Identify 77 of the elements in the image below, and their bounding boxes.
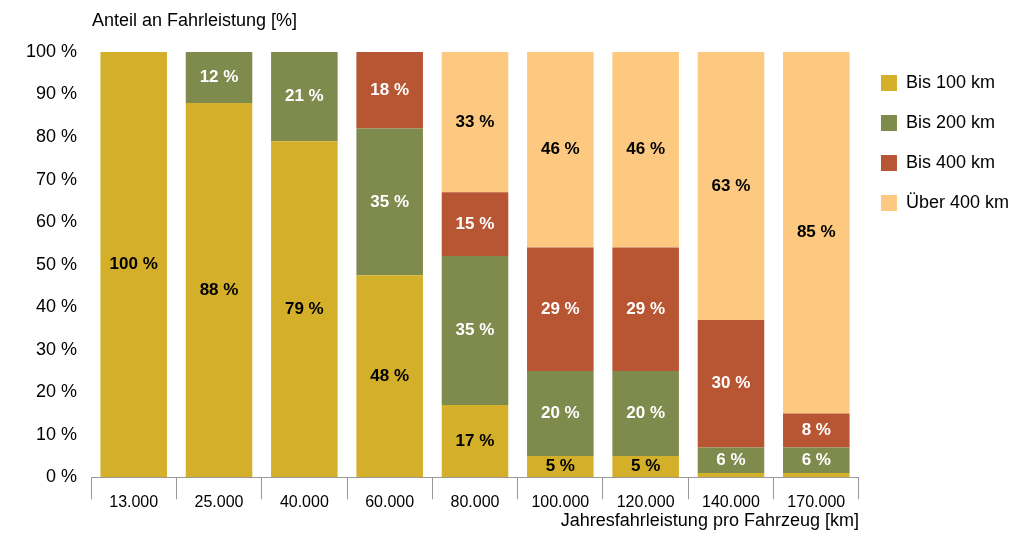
bar [271,141,338,478]
x-tick-label: 60.000 [365,493,415,511]
bar [527,52,594,248]
x-tick-label: 13.000 [109,493,159,511]
data-label: 21 % [284,86,324,106]
data-label: 5 % [631,456,661,476]
legend-label: Bis 200 km [905,111,995,132]
legend-label: Bis 400 km [905,151,995,172]
data-label: 17 % [455,430,495,450]
bar [612,52,679,248]
data-label: 48 % [370,365,410,385]
data-label: 29 % [626,298,666,318]
data-label: 35 % [370,191,410,211]
bar [527,247,594,371]
data-label: 63 % [711,175,751,195]
data-label: 15 % [455,213,495,233]
data-label: 20 % [626,403,666,423]
data-label: 20 % [540,403,580,423]
data-label: 6 % [801,449,831,469]
y-tick-label: 80 % [36,126,78,147]
y-tick-label: 20 % [36,381,78,402]
bar [697,52,765,320]
data-label: 18 % [370,79,410,99]
legend-label: Über 400 km [905,191,1009,212]
y-tick-label: 50 % [36,253,78,274]
bar [185,103,253,478]
data-label: 12 % [199,67,239,87]
y-tick-label: 100 % [25,40,78,61]
y-tick-label: 10 % [36,423,78,444]
bar [441,256,509,405]
bar [441,404,509,478]
bar [356,275,423,478]
x-tick-label: 80.000 [450,493,500,511]
y-tick-label: 40 % [36,296,78,317]
y-tick-label: 70 % [36,168,78,189]
bar [783,447,850,473]
bar [356,52,423,129]
bar [100,52,167,478]
x-tick-label: 120.000 [616,493,675,511]
data-label: 88 % [199,279,239,299]
bar [527,370,594,456]
y-tick-label: 90 % [36,83,78,104]
bar [612,370,679,456]
data-label: 35 % [455,320,495,340]
bar [271,52,338,142]
data-label: 5 % [545,456,575,476]
bar [783,413,850,448]
legend-label: Bis 100 km [905,71,995,92]
data-label: 46 % [540,139,580,159]
data-label: 100 % [109,254,158,274]
x-tick-label: 100.000 [531,493,590,511]
x-axis-title: Jahresfahrleistung pro Fahrzeug [km] [560,510,859,531]
data-label: 79 % [284,298,324,318]
data-label: 30 % [711,373,751,393]
bar [697,472,765,478]
data-label: 6 % [716,449,746,469]
y-tick-label: 30 % [36,338,78,359]
x-tick-label: 25.000 [194,493,244,511]
bar [783,472,850,478]
x-tick-label: 140.000 [702,493,760,511]
data-label: 46 % [626,139,666,159]
y-tick-label: 60 % [36,211,78,232]
bar [441,52,509,193]
bar [612,247,679,371]
data-label: 33 % [455,111,495,131]
data-label: 85 % [796,222,836,242]
bar [697,319,765,448]
x-tick-label: 170.000 [787,493,846,511]
bar [441,192,509,257]
x-tick-label: 40.000 [279,493,329,511]
y-axis-title: Anteil an Fahrleistung [%] [92,9,298,30]
data-label: 8 % [801,420,831,440]
bar [783,52,850,414]
y-tick-label: 0 % [46,466,78,487]
bar [185,52,253,104]
data-label: 29 % [540,298,580,318]
bar [356,128,423,276]
